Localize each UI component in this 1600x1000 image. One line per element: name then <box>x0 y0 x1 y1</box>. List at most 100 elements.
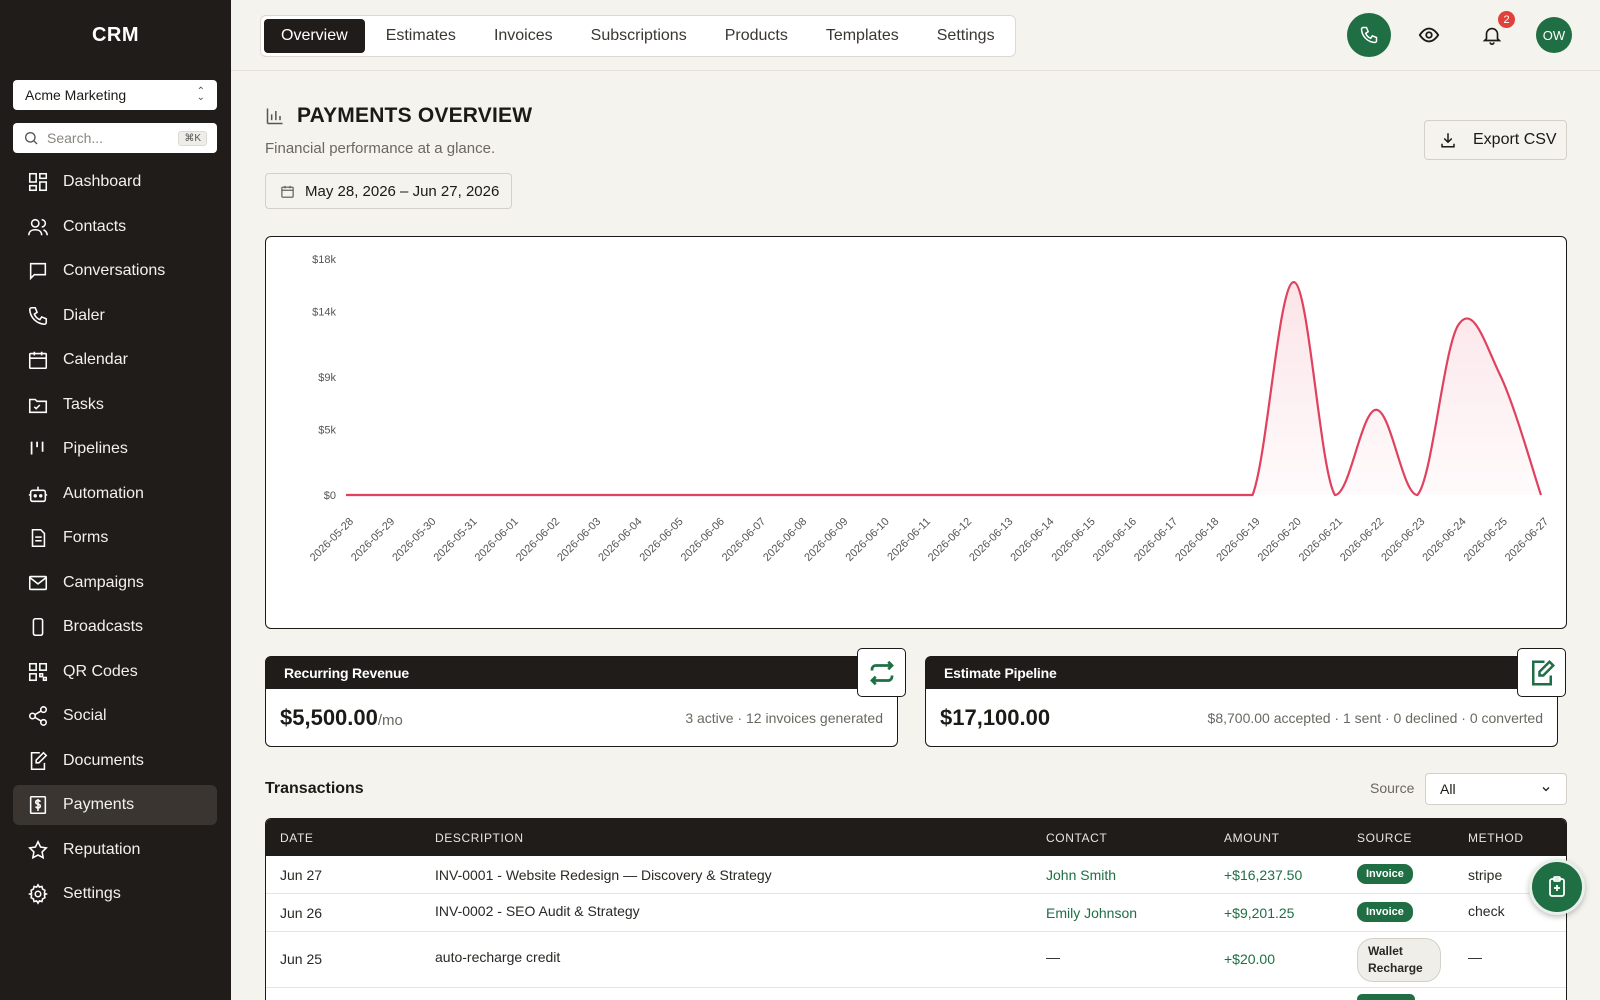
row-contact-link[interactable]: Emily Johnson <box>1046 905 1138 921</box>
chart-data-point[interactable] <box>549 492 555 498</box>
chart-data-point[interactable] <box>714 492 720 498</box>
chart-data-point[interactable] <box>508 492 514 498</box>
sidebar-item-dashboard[interactable]: Dashboard <box>13 162 217 202</box>
tab-templates[interactable]: Templates <box>825 27 899 44</box>
table-row[interactable]: Jun 27 INV-0001 - Website Redesign — Dis… <box>266 856 1566 894</box>
export-csv-button[interactable]: Export CSV <box>1424 120 1567 160</box>
chart-data-point[interactable] <box>1456 322 1462 328</box>
column-header-source[interactable]: SOURCE <box>1357 831 1412 845</box>
chart-data-point[interactable] <box>425 492 431 498</box>
x-tick-label: 2026-06-05 <box>637 516 685 564</box>
chart-data-point[interactable] <box>1085 492 1091 498</box>
sidebar-item-label: Campaigns <box>63 573 144 591</box>
chart-data-point[interactable] <box>343 492 349 498</box>
chart-data-point[interactable] <box>1538 492 1544 498</box>
column-header-method[interactable]: METHOD <box>1468 831 1524 845</box>
sidebar-item-social[interactable]: Social <box>13 696 217 736</box>
chart-data-point[interactable] <box>467 492 473 498</box>
x-tick-label: 2026-06-15 <box>1050 516 1098 564</box>
notifications-button[interactable] <box>1477 20 1507 50</box>
chart-data-point[interactable] <box>1373 407 1379 413</box>
x-tick-label: 2026-06-01 <box>473 516 521 564</box>
chart-data-point[interactable] <box>1497 371 1503 377</box>
table-row[interactable]: Jun 26 INV-0002 - SEO Audit & Strategy E… <box>266 894 1566 932</box>
tab-subscriptions[interactable]: Subscriptions <box>590 27 687 44</box>
pipelines-icon <box>30 441 44 455</box>
eye-icon <box>1418 27 1440 43</box>
chart-data-point[interactable] <box>1332 492 1338 498</box>
chart-data-point[interactable] <box>1167 492 1173 498</box>
dashboard-icon <box>28 172 48 192</box>
sidebar-item-label: Settings <box>63 885 121 902</box>
tab-estimates[interactable]: Estimates <box>385 27 456 44</box>
chart-data-point[interactable] <box>1002 492 1008 498</box>
column-header-description[interactable]: DESCRIPTION <box>435 831 524 845</box>
chevron-updown-icon: ⌃ ⌄ <box>196 86 205 103</box>
brand-logo[interactable]: CRM <box>91 24 140 46</box>
tab-products[interactable]: Products <box>724 27 788 44</box>
chart-data-point[interactable] <box>1126 492 1132 498</box>
sidebar-item-reputation[interactable]: Reputation <box>13 830 217 870</box>
sidebar-item-contacts[interactable]: Contacts <box>13 207 217 247</box>
preview-button[interactable] <box>1414 20 1444 50</box>
sidebar-item-automation[interactable]: Automation <box>13 474 217 514</box>
table-row[interactable] <box>266 988 1566 1000</box>
row-contact-link[interactable]: John Smith <box>1046 867 1117 883</box>
column-header-amount[interactable]: AMOUNT <box>1224 831 1280 845</box>
tab-overview[interactable]: Overview <box>264 19 365 53</box>
chart-data-point[interactable] <box>837 492 843 498</box>
estimate-pipeline-value: $17,100.00 <box>940 705 1051 730</box>
avatar[interactable]: OW <box>1536 17 1572 53</box>
sidebar-item-dialer[interactable]: Dialer <box>13 296 217 336</box>
chart-data-point[interactable] <box>384 492 390 498</box>
sidebar-item-label: Forms <box>63 529 109 546</box>
row-amount: +$16,237.50 <box>1224 867 1303 883</box>
call-button[interactable] <box>1347 13 1391 57</box>
sidebar-item-conversations[interactable]: Conversations <box>13 251 217 291</box>
chart-data-point[interactable] <box>1250 492 1256 498</box>
chart-data-point[interactable] <box>961 492 967 498</box>
sidebar-item-forms[interactable]: Forms <box>13 518 217 558</box>
tab-settings[interactable]: Settings <box>936 27 995 44</box>
column-header-contact[interactable]: CONTACT <box>1046 831 1108 845</box>
chart-data-point[interactable] <box>879 492 885 498</box>
chart-data-point[interactable] <box>755 492 761 498</box>
form-icon <box>31 528 46 548</box>
sidebar-item-qr-codes[interactable]: QR Codes <box>13 652 217 692</box>
chart-data-point[interactable] <box>796 492 802 498</box>
source-filter-select[interactable]: All <box>1425 773 1567 805</box>
sidebar-item-label: Automation <box>63 484 144 502</box>
clipboard-fab-button[interactable] <box>1529 859 1585 915</box>
search-input[interactable]: Search... <box>47 130 104 146</box>
payments-area-chart: $18k$14k$9k$5k$02026-05-282026-05-292026… <box>308 254 1551 564</box>
sidebar-item-settings[interactable]: Settings <box>13 874 217 914</box>
chart-data-point[interactable] <box>673 492 679 498</box>
chart-data-point[interactable] <box>1291 279 1297 285</box>
star-icon <box>28 839 48 859</box>
sidebar-item-label: QR Codes <box>63 662 138 680</box>
chart-data-point[interactable] <box>590 492 596 498</box>
chart-series-line <box>345 281 1543 497</box>
workspace-selector[interactable]: Acme Marketing ⌃ ⌄ <box>13 80 217 110</box>
column-header-date[interactable]: DATE <box>280 831 314 845</box>
chart-data-point[interactable] <box>1414 492 1420 498</box>
search-box[interactable]: Search... ⌘K <box>13 123 217 153</box>
chart-data-point[interactable] <box>631 492 637 498</box>
y-tick-label: $18k <box>312 254 336 266</box>
sidebar-item-pipelines[interactable]: Pipelines <box>13 429 217 469</box>
sidebar-item-campaigns[interactable]: Campaigns <box>13 563 217 603</box>
y-tick-label: $0 <box>324 490 336 502</box>
mobile-icon <box>32 617 44 637</box>
tab-invoices[interactable]: Invoices <box>493 27 553 44</box>
chart-data-point[interactable] <box>920 492 926 498</box>
chart-data-point[interactable] <box>1044 492 1050 498</box>
date-range-picker[interactable]: May 28, 2026 – Jun 27, 2026 <box>265 173 512 209</box>
table-row[interactable]: Jun 25 auto-recharge credit — +$20.00 Wa… <box>266 932 1566 988</box>
sidebar-item-calendar[interactable]: Calendar <box>13 340 217 380</box>
sidebar-item-documents[interactable]: Documents <box>13 741 217 781</box>
sidebar-item-payments[interactable]: Payments <box>13 785 217 825</box>
x-tick-label: 2026-05-30 <box>390 516 438 564</box>
chart-data-point[interactable] <box>1208 492 1214 498</box>
sidebar-item-broadcasts[interactable]: Broadcasts <box>13 607 217 647</box>
sidebar-item-tasks[interactable]: Tasks <box>13 385 217 425</box>
